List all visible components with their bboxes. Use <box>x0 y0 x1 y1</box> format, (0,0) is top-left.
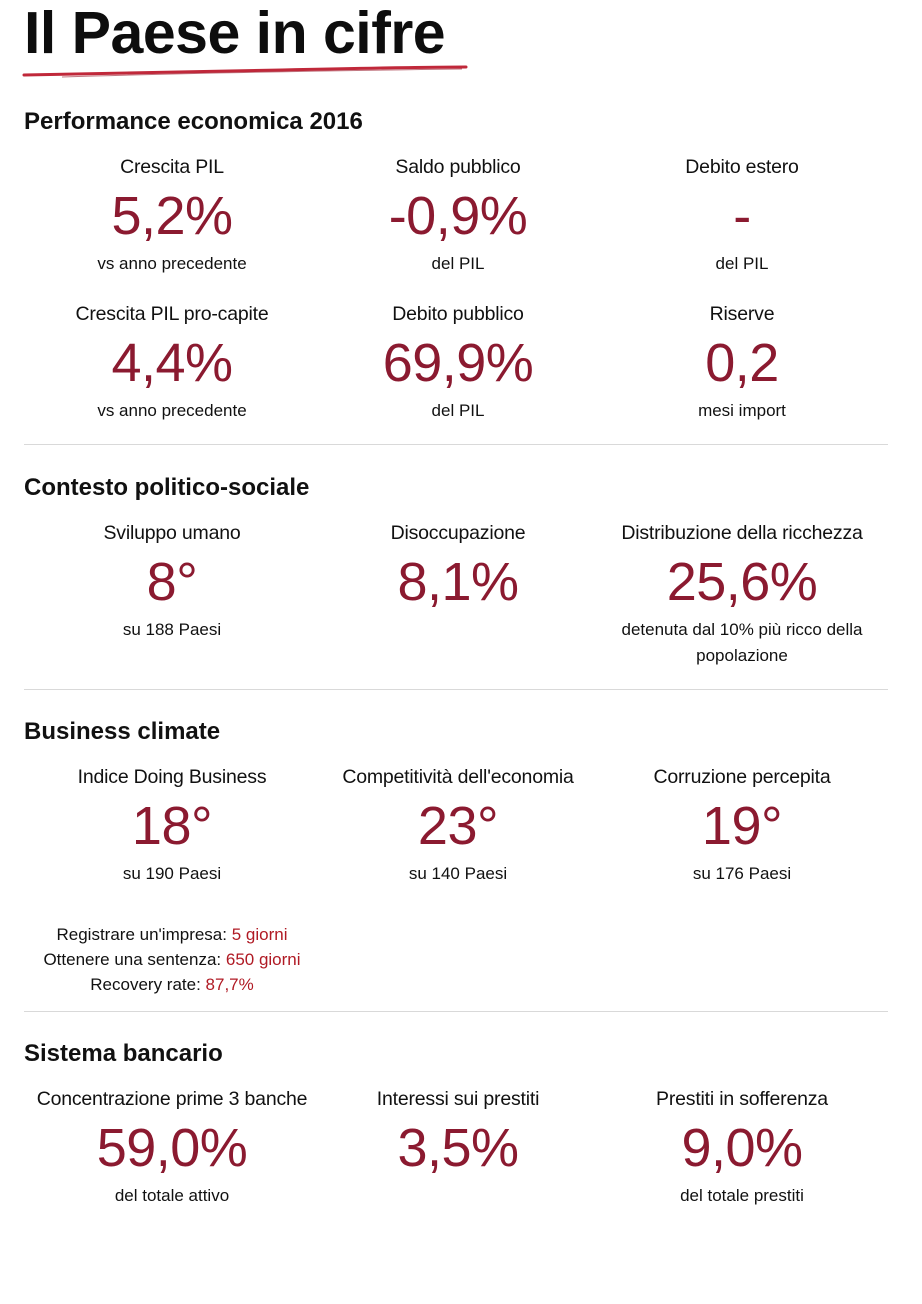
metric-sviluppo-umano: Sviluppo umano 8° su 188 Paesi <box>22 521 322 643</box>
metric-debito-pubblico: Debito pubblico 69,9% del PIL <box>308 302 608 424</box>
metric-value: 18° <box>131 796 213 856</box>
metric-saldo-pubblico: Saldo pubblico -0,9% del PIL <box>308 155 608 277</box>
metric-corruzione: Corruzione percepita 19° su 176 Paesi <box>592 765 892 887</box>
metric-value: 3,5% <box>397 1118 519 1178</box>
metric-note: del totale prestiti <box>680 1186 804 1205</box>
metric-note: del PIL <box>431 401 485 420</box>
metric-value: 8,1% <box>397 552 519 612</box>
metric-note-line: detenuta dal 10% più ricco della <box>621 620 863 639</box>
metric-note: vs anno precedente <box>97 254 247 273</box>
doing-business-details: Registrare un'impresa: 5 giorni Ottenere… <box>22 922 322 997</box>
metric-distribuzione-ricchezza: Distribuzione della ricchezza 25,6% dete… <box>592 521 892 669</box>
section-divider <box>24 444 888 445</box>
metric-value: 19° <box>701 796 783 856</box>
metric-note: detenuta dal 10% più ricco della popolaz… <box>592 617 892 669</box>
metric-note: del PIL <box>715 254 769 273</box>
metric-label: Disoccupazione <box>390 522 526 544</box>
metric-label: Prestiti in sofferenza <box>656 1088 828 1110</box>
page-title: Il Paese in cifre <box>24 0 446 66</box>
metric-label: Sviluppo umano <box>103 522 241 544</box>
metric-note: su 188 Paesi <box>122 620 222 639</box>
metric-note: su 190 Paesi <box>122 864 222 883</box>
metric-label: Riserve <box>709 303 775 325</box>
metric-crescita-pil-pro-capite: Crescita PIL pro-capite 4,4% vs anno pre… <box>22 302 322 424</box>
metric-label: Crescita PIL <box>120 156 224 178</box>
title-underline <box>22 65 468 78</box>
metric-note: vs anno precedente <box>97 401 247 420</box>
metric-value: 0,2 <box>705 333 779 393</box>
metric-label: Indice Doing Business <box>77 766 267 788</box>
metric-value: - <box>733 186 751 246</box>
metric-note: su 176 Paesi <box>692 864 792 883</box>
metric-debito-estero: Debito estero - del PIL <box>592 155 892 277</box>
metric-prestiti-sofferenza: Prestiti in sofferenza 9,0% del totale p… <box>592 1087 892 1209</box>
metric-interessi-prestiti: Interessi sui prestiti 3,5% <box>308 1087 608 1179</box>
detail-value: 5 giorni <box>231 925 288 944</box>
metric-label: Distribuzione della ricchezza <box>621 522 863 544</box>
detail-ottenere-sentenza: Ottenere una sentenza: 650 giorni <box>22 947 322 972</box>
metric-concentrazione-banche: Concentrazione prime 3 banche 59,0% del … <box>22 1087 322 1209</box>
metric-competitivita: Competitività dell'economia 23° su 140 P… <box>308 765 608 887</box>
metric-doing-business: Indice Doing Business 18° su 190 Paesi <box>22 765 322 887</box>
metric-label: Debito pubblico <box>392 303 524 325</box>
metric-value: 23° <box>417 796 499 856</box>
detail-value: 87,7% <box>205 975 254 994</box>
metric-note: del PIL <box>431 254 485 273</box>
section-divider <box>24 1011 888 1012</box>
detail-value: 650 giorni <box>225 950 301 969</box>
detail-label: Registrare un'impresa: <box>56 925 232 944</box>
section-divider <box>24 689 888 690</box>
metric-riserve: Riserve 0,2 mesi import <box>592 302 892 424</box>
metric-crescita-pil: Crescita PIL 5,2% vs anno precedente <box>22 155 322 277</box>
detail-label: Recovery rate: <box>90 975 206 994</box>
detail-recovery-rate: Recovery rate: 87,7% <box>22 972 322 997</box>
metric-label: Interessi sui prestiti <box>376 1088 540 1110</box>
section-title-business: Business climate <box>24 718 221 745</box>
metric-note-line: popolazione <box>696 646 788 665</box>
metric-label: Concentrazione prime 3 banche <box>36 1088 308 1110</box>
section-title-bancario: Sistema bancario <box>24 1040 223 1067</box>
metric-value: -0,9% <box>388 186 528 246</box>
detail-registrare-impresa: Registrare un'impresa: 5 giorni <box>22 922 322 947</box>
metric-label: Competitività dell'economia <box>342 766 574 788</box>
metric-label: Debito estero <box>685 156 799 178</box>
metric-note: del totale attivo <box>114 1186 230 1205</box>
metric-label: Corruzione percepita <box>653 766 831 788</box>
section-title-politico: Contesto politico-sociale <box>24 474 310 501</box>
metric-disoccupazione: Disoccupazione 8,1% <box>308 521 608 613</box>
metric-value: 69,9% <box>382 333 534 393</box>
metric-value: 4,4% <box>111 333 233 393</box>
metric-value: 59,0% <box>96 1118 248 1178</box>
metric-label: Crescita PIL pro-capite <box>75 303 269 325</box>
metric-label: Saldo pubblico <box>395 156 521 178</box>
metric-value: 8° <box>146 552 198 612</box>
metric-note: su 140 Paesi <box>408 864 508 883</box>
metric-value: 5,2% <box>111 186 233 246</box>
metric-value: 9,0% <box>681 1118 803 1178</box>
metric-note: mesi import <box>698 401 786 420</box>
detail-label: Ottenere una sentenza: <box>43 950 226 969</box>
metric-value: 25,6% <box>666 552 818 612</box>
section-title-performance: Performance economica 2016 <box>24 108 363 135</box>
